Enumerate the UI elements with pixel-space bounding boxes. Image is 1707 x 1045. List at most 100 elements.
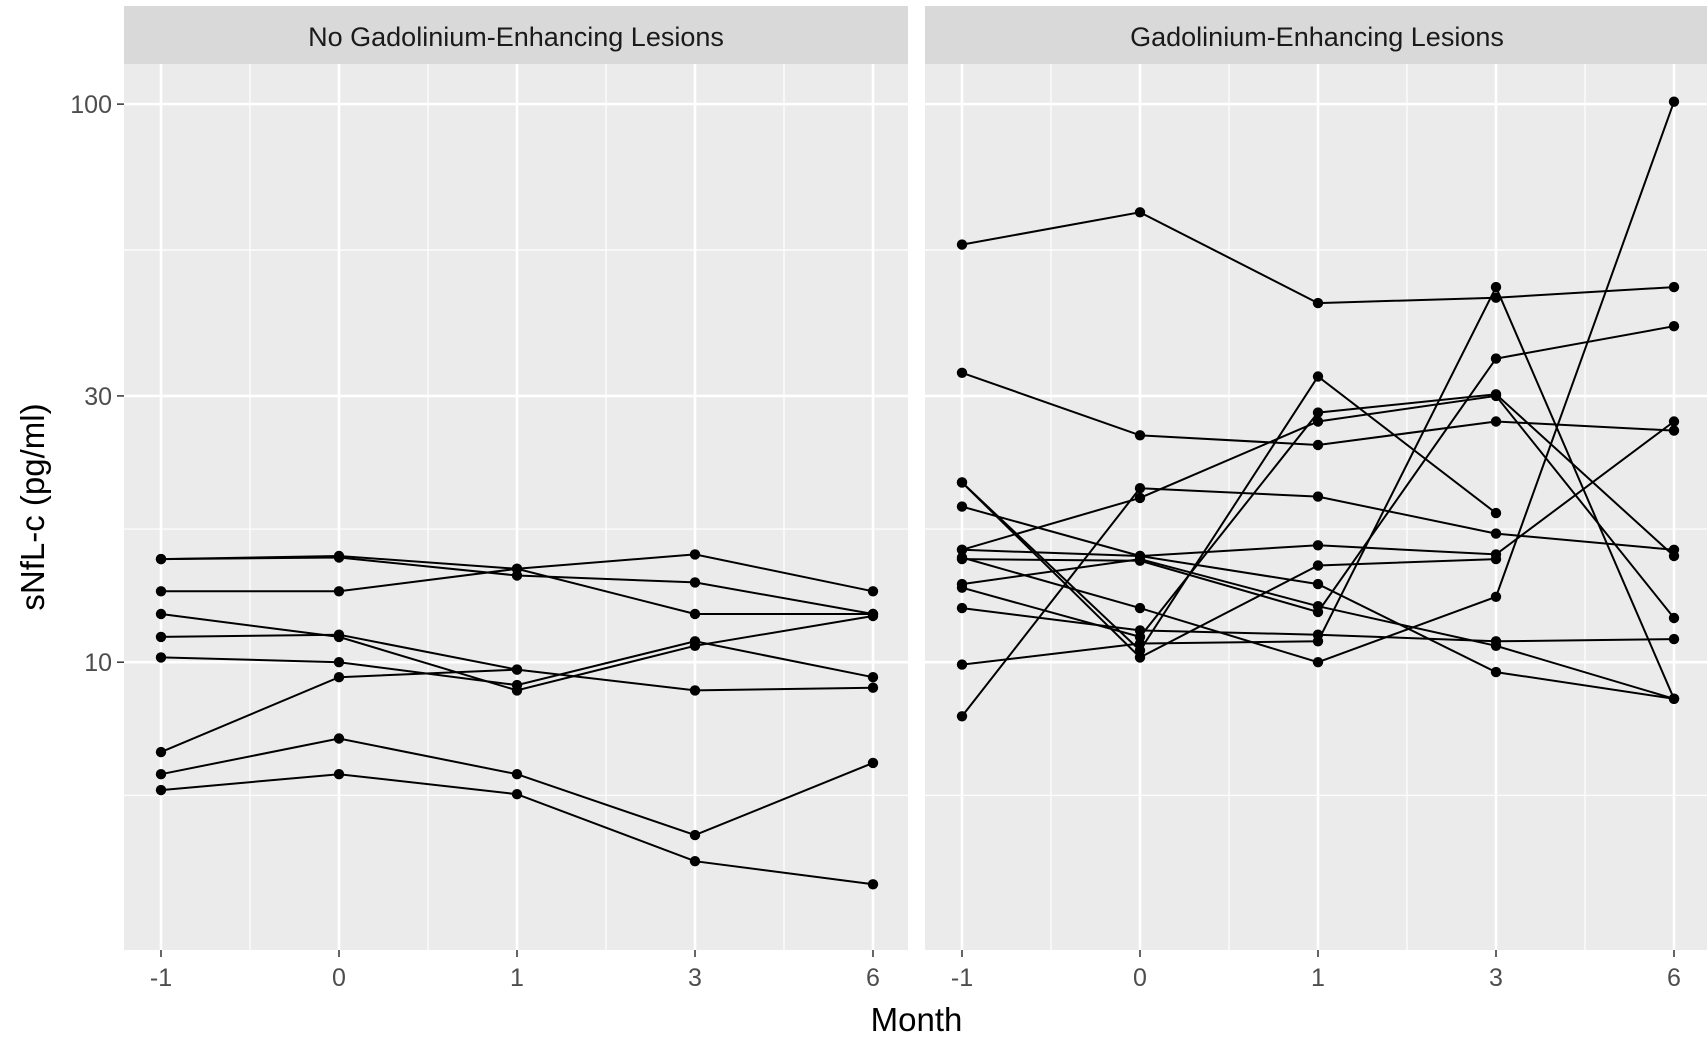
data-point [1312, 636, 1324, 647]
data-point [1490, 553, 1502, 565]
data-point [1668, 281, 1680, 293]
data-point [155, 631, 167, 643]
data-point [1490, 416, 1502, 427]
data-point [956, 544, 968, 555]
data-point [689, 636, 701, 647]
data-point [155, 652, 167, 663]
data-point [1312, 560, 1324, 571]
data-point [155, 586, 167, 597]
data-point [1134, 645, 1146, 656]
series-line [961, 481, 1497, 659]
data-point [1312, 416, 1324, 427]
panel-title: Gadolinium-Enhancing Lesions [1130, 22, 1504, 52]
x-tick-label: 1 [510, 964, 524, 992]
x-tick-label: 6 [866, 964, 880, 992]
x-tick-label: 6 [1667, 964, 1681, 992]
data-point [333, 769, 345, 780]
data-point [689, 856, 701, 867]
data-point [333, 657, 345, 668]
data-point [689, 577, 701, 588]
data-point [333, 733, 345, 744]
data-point [511, 664, 523, 675]
data-point [333, 552, 345, 563]
data-point [1668, 612, 1680, 624]
series-line [961, 375, 1497, 652]
data-point [689, 549, 701, 560]
data-point [956, 501, 968, 512]
data-point [1134, 207, 1146, 218]
y-tick-label: 10 [84, 649, 112, 677]
data-point [1668, 550, 1680, 562]
data-point [956, 602, 968, 614]
data-point [689, 608, 701, 620]
data-point [867, 757, 879, 769]
data-point [1490, 281, 1502, 293]
data-point [1134, 555, 1146, 566]
panel-title: No Gadolinium-Enhancing Lesions [308, 22, 724, 52]
x-tick-label: 0 [332, 964, 346, 992]
data-point [511, 679, 523, 691]
panel-background [925, 64, 1707, 950]
data-point [155, 784, 167, 796]
y-axis-title: sNfL-c (pg/ml) [14, 403, 51, 610]
data-point [1134, 492, 1146, 504]
data-point [956, 239, 968, 250]
data-point [1312, 540, 1324, 551]
data-point [689, 685, 701, 696]
data-point [155, 553, 167, 565]
data-point [1490, 353, 1502, 364]
data-point [1668, 425, 1680, 436]
y-tick-label: 30 [84, 383, 112, 411]
data-point [1490, 507, 1502, 519]
data-point [1668, 96, 1680, 107]
data-point [1312, 578, 1324, 590]
data-point [1312, 657, 1324, 668]
panel-1: No Gadolinium-Enhancing Lesions -1 0 1 3 6 [124, 6, 908, 992]
data-point [155, 746, 167, 758]
data-point [1312, 297, 1324, 309]
x-tick-label: -1 [951, 964, 973, 992]
data-point [155, 769, 167, 780]
data-point [1134, 483, 1146, 494]
data-point [956, 582, 968, 593]
x-tick-label: 3 [688, 964, 702, 992]
data-point [1490, 666, 1502, 678]
x-tick-label: -1 [150, 964, 172, 992]
data-point [155, 608, 167, 620]
data-point [1490, 528, 1502, 539]
data-point [333, 586, 345, 597]
panel-strip [925, 6, 1707, 64]
data-point [867, 610, 879, 622]
data-point [1490, 591, 1502, 602]
x-tick-label: 0 [1133, 964, 1147, 992]
data-point [689, 829, 701, 841]
x-tick-label: 1 [1311, 964, 1325, 992]
data-point [1312, 606, 1324, 618]
panel-2: Gadolinium-Enhancing Lesions -1 0 1 3 6 [925, 6, 1707, 992]
data-point [333, 629, 345, 640]
data-point [1312, 407, 1324, 418]
data-point [867, 586, 879, 597]
data-point [511, 769, 523, 780]
data-point [1134, 430, 1146, 441]
data-point [1490, 390, 1502, 402]
data-point [1668, 633, 1680, 645]
data-point [956, 367, 968, 378]
data-point [1668, 693, 1680, 704]
panel-strip [124, 6, 908, 64]
data-point [511, 563, 523, 574]
data-point [867, 682, 879, 693]
data-point [956, 552, 968, 563]
data-point [1668, 321, 1680, 332]
data-point [1134, 602, 1146, 614]
data-point [956, 711, 968, 722]
data-point [333, 672, 345, 683]
data-point [956, 477, 968, 488]
y-tick-label: 100 [70, 91, 112, 119]
data-point [1312, 371, 1324, 382]
data-point [1490, 636, 1502, 647]
x-axis-title: Month [871, 1001, 963, 1038]
data-point [867, 879, 879, 890]
